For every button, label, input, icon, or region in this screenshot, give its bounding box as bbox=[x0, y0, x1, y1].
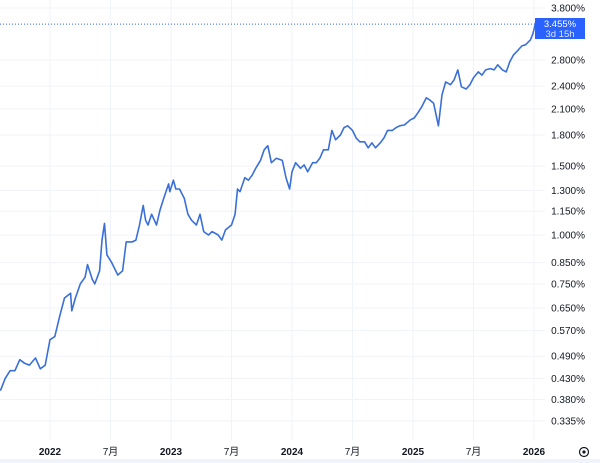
countdown: 3d 15h bbox=[545, 29, 574, 40]
x-tick-label: 2026 bbox=[523, 447, 546, 458]
y-tick-label: 1.000% bbox=[551, 230, 585, 241]
y-tick-label: 0.750% bbox=[551, 279, 585, 290]
bottom-bar bbox=[0, 459, 600, 463]
y-tick-label: 0.490% bbox=[551, 352, 585, 363]
y-tick-label: 1.150% bbox=[551, 207, 585, 218]
y-tick-label: 0.335% bbox=[551, 416, 585, 427]
y-tick-label: 0.380% bbox=[551, 395, 585, 406]
y-tick-label: 0.650% bbox=[551, 304, 585, 315]
x-tick-label: 2023 bbox=[160, 447, 183, 458]
x-tick-label: 7月 bbox=[466, 446, 482, 458]
series-line bbox=[0, 21, 538, 391]
y-tick-label: 1.300% bbox=[551, 186, 585, 197]
x-tick-label: 7月 bbox=[224, 446, 240, 458]
y-tick-label: 2.400% bbox=[551, 82, 585, 93]
settings-icon[interactable] bbox=[578, 446, 590, 458]
y-tick-label: 1.800% bbox=[551, 131, 585, 142]
y-tick-label: 0.570% bbox=[551, 326, 585, 337]
last-price-value: 3.455% bbox=[544, 19, 577, 30]
last-price-label: 3.455% 3d 15h bbox=[535, 18, 585, 40]
y-tick-label: 1.500% bbox=[551, 162, 585, 173]
y-tick-label: 3.800% bbox=[551, 4, 585, 15]
x-axis[interactable]: 2022 7月 2023 7月 2024 7月 2025 7月 2026 bbox=[39, 446, 546, 458]
y-tick-label: 0.430% bbox=[551, 374, 585, 385]
x-tick-label: 2022 bbox=[39, 447, 62, 458]
x-tick-label: 2024 bbox=[281, 447, 304, 458]
y-tick-label: 2.800% bbox=[551, 55, 585, 66]
x-tick-label: 7月 bbox=[345, 446, 361, 458]
grid-lines bbox=[0, 0, 545, 440]
y-axis[interactable]: 3.800% 2.800% 2.400% 2.100% 1.800% 1.500% 1.30… bbox=[551, 4, 585, 428]
y-tick-label: 0.850% bbox=[551, 258, 585, 269]
x-tick-label: 7月 bbox=[103, 446, 119, 458]
x-tick-label: 2025 bbox=[402, 447, 425, 458]
y-tick-label: 2.100% bbox=[551, 104, 585, 115]
